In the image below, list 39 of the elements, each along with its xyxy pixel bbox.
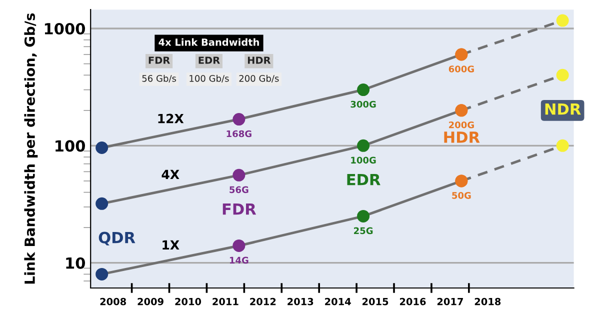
data-label: 56G (230, 186, 248, 194)
annotation: FDR (222, 204, 256, 215)
data-label: 25G (354, 227, 373, 234)
annotation: 56 Gb/s (142, 74, 176, 83)
data-label: 200G (449, 121, 474, 128)
y-tick-label: 1000 (44, 22, 86, 35)
x-tick-label: 2012 (250, 298, 276, 306)
data-label: 50G (452, 192, 471, 199)
data-label: 168G (226, 130, 252, 138)
annotation: 4x Link Bandwidth (158, 38, 259, 46)
x-tick-label: 2014 (325, 298, 351, 306)
annotation: 100 Gb/s (190, 74, 229, 83)
x-tick-label: 2013 (288, 298, 314, 306)
x-tick-label: 2009 (138, 298, 164, 306)
data-label: 600G (448, 66, 474, 72)
x-tick-label: 2011 (212, 298, 238, 306)
annotation: NDR (545, 103, 581, 115)
annotation: EDR (347, 174, 380, 186)
annotation: HDR (248, 56, 271, 64)
x-tick-label: 2010 (175, 298, 202, 306)
y-tick-label: 10 (66, 257, 86, 269)
data-label: 300G (350, 100, 376, 108)
data-label: 100G (351, 156, 376, 164)
y-axis-title: Link Bandwidth per direction, Gb/s (24, 13, 38, 284)
data-label: 14G (230, 256, 248, 264)
annotation: FDR (148, 56, 170, 64)
x-tick-label: 2018 (474, 298, 501, 306)
annotation: HDR (444, 132, 480, 143)
x-tick-label: 2008 (100, 298, 126, 306)
annotation: EDR (198, 56, 220, 64)
x-tick-label: 2016 (400, 298, 426, 306)
annotation: 200 Gb/s (239, 74, 279, 83)
series-label: 1X (162, 240, 180, 250)
x-tick-label: 2017 (437, 298, 463, 306)
y-tick-label: 100 (56, 140, 86, 152)
series-label: 4X (162, 170, 180, 179)
series-label: 12X (158, 114, 184, 124)
annotation: QDR (98, 232, 136, 246)
x-tick-label: 2015 (362, 298, 388, 306)
